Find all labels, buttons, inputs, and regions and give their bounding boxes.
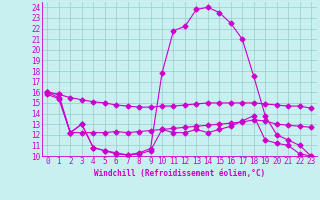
X-axis label: Windchill (Refroidissement éolien,°C): Windchill (Refroidissement éolien,°C): [94, 169, 265, 178]
